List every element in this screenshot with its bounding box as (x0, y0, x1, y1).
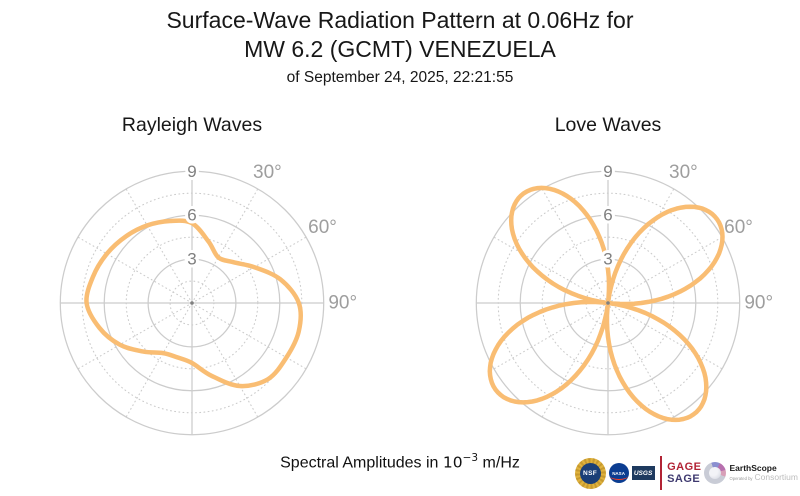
polar-center-dot (190, 301, 194, 305)
spectral-amplitude-caption: Spectral Amplitudes in 10−3 m/Hz (0, 452, 800, 472)
nasa-swoosh-icon (609, 472, 628, 480)
usgs-logo-icon: USGS (631, 466, 655, 480)
earthscope-globe-inner (709, 467, 722, 479)
earthscope-wordmark: EarthScope Operated by Consortium (729, 462, 799, 483)
caption-suffix: m/Hz (478, 454, 520, 472)
angle-tick-label-90: 90° (744, 293, 773, 314)
angle-tick-label-60: 60° (308, 217, 337, 238)
polar-axes: 3 6 9 30° 60° 90° (59, 159, 357, 436)
angle-tick-label-60: 60° (724, 217, 753, 238)
rayleigh_spectral_amplitude-curve (84, 218, 303, 389)
sage-label: SAGE (667, 473, 701, 485)
event-date-line: of September 24, 2025, 22:21:55 (286, 69, 514, 86)
sponsor-logos: NSF NASA USGS GAGE SAGE EarthScope Opera… (574, 452, 799, 494)
earthscope-globe-icon (704, 462, 727, 484)
angle-tick-label-30: 30° (669, 162, 698, 183)
page-title-line2: MW 6.2 (GCMT) VENEZUELA (244, 36, 556, 62)
gage-sage-logo: GAGE SAGE (667, 461, 701, 485)
logo-divider (659, 456, 663, 490)
r-tick-label-3: 3 (187, 250, 196, 269)
earthscope-name: EarthScope (729, 462, 777, 473)
page-title-line1: Surface-Wave Radiation Pattern at 0.06Hz… (166, 7, 634, 33)
polar-axes: 3 6 9 30° 60° 90° (475, 159, 773, 436)
r-tick-label-9: 9 (603, 162, 612, 181)
gage-label: GAGE (667, 461, 702, 473)
nsf-logo-icon: NSF (574, 457, 606, 489)
r-tick-label-6: 6 (187, 206, 196, 225)
rayleigh-polar-chart: 3 6 9 30° 60° 90° (27, 138, 357, 468)
love-polar-chart: 3 6 9 30° 60° 90° (443, 138, 773, 468)
earthscope-subline: Operated by Consortium (729, 471, 798, 483)
caption-prefix: Spectral Amplitudes in (280, 454, 443, 472)
operated-by-label: Operated by (729, 475, 753, 481)
r-tick-label-3: 3 (603, 250, 612, 269)
nsf-logo-label: NSF (579, 462, 601, 484)
polar-center-dot (606, 301, 610, 305)
caption-base: 10 (442, 453, 463, 472)
consortium-label: Consortium (754, 471, 798, 482)
r-tick-label-9: 9 (187, 162, 196, 181)
love-waves-title: Love Waves (554, 114, 662, 136)
rayleigh-waves-title: Rayleigh Waves (121, 114, 263, 136)
angle-tick-label-90: 90° (328, 293, 357, 314)
r-tick-label-6: 6 (603, 206, 612, 225)
angle-tick-label-30: 30° (253, 162, 282, 183)
love_spectral_amplitude-curve (487, 185, 725, 423)
nasa-logo-icon: NASA (608, 463, 629, 483)
caption-exponent: −3 (462, 452, 479, 464)
